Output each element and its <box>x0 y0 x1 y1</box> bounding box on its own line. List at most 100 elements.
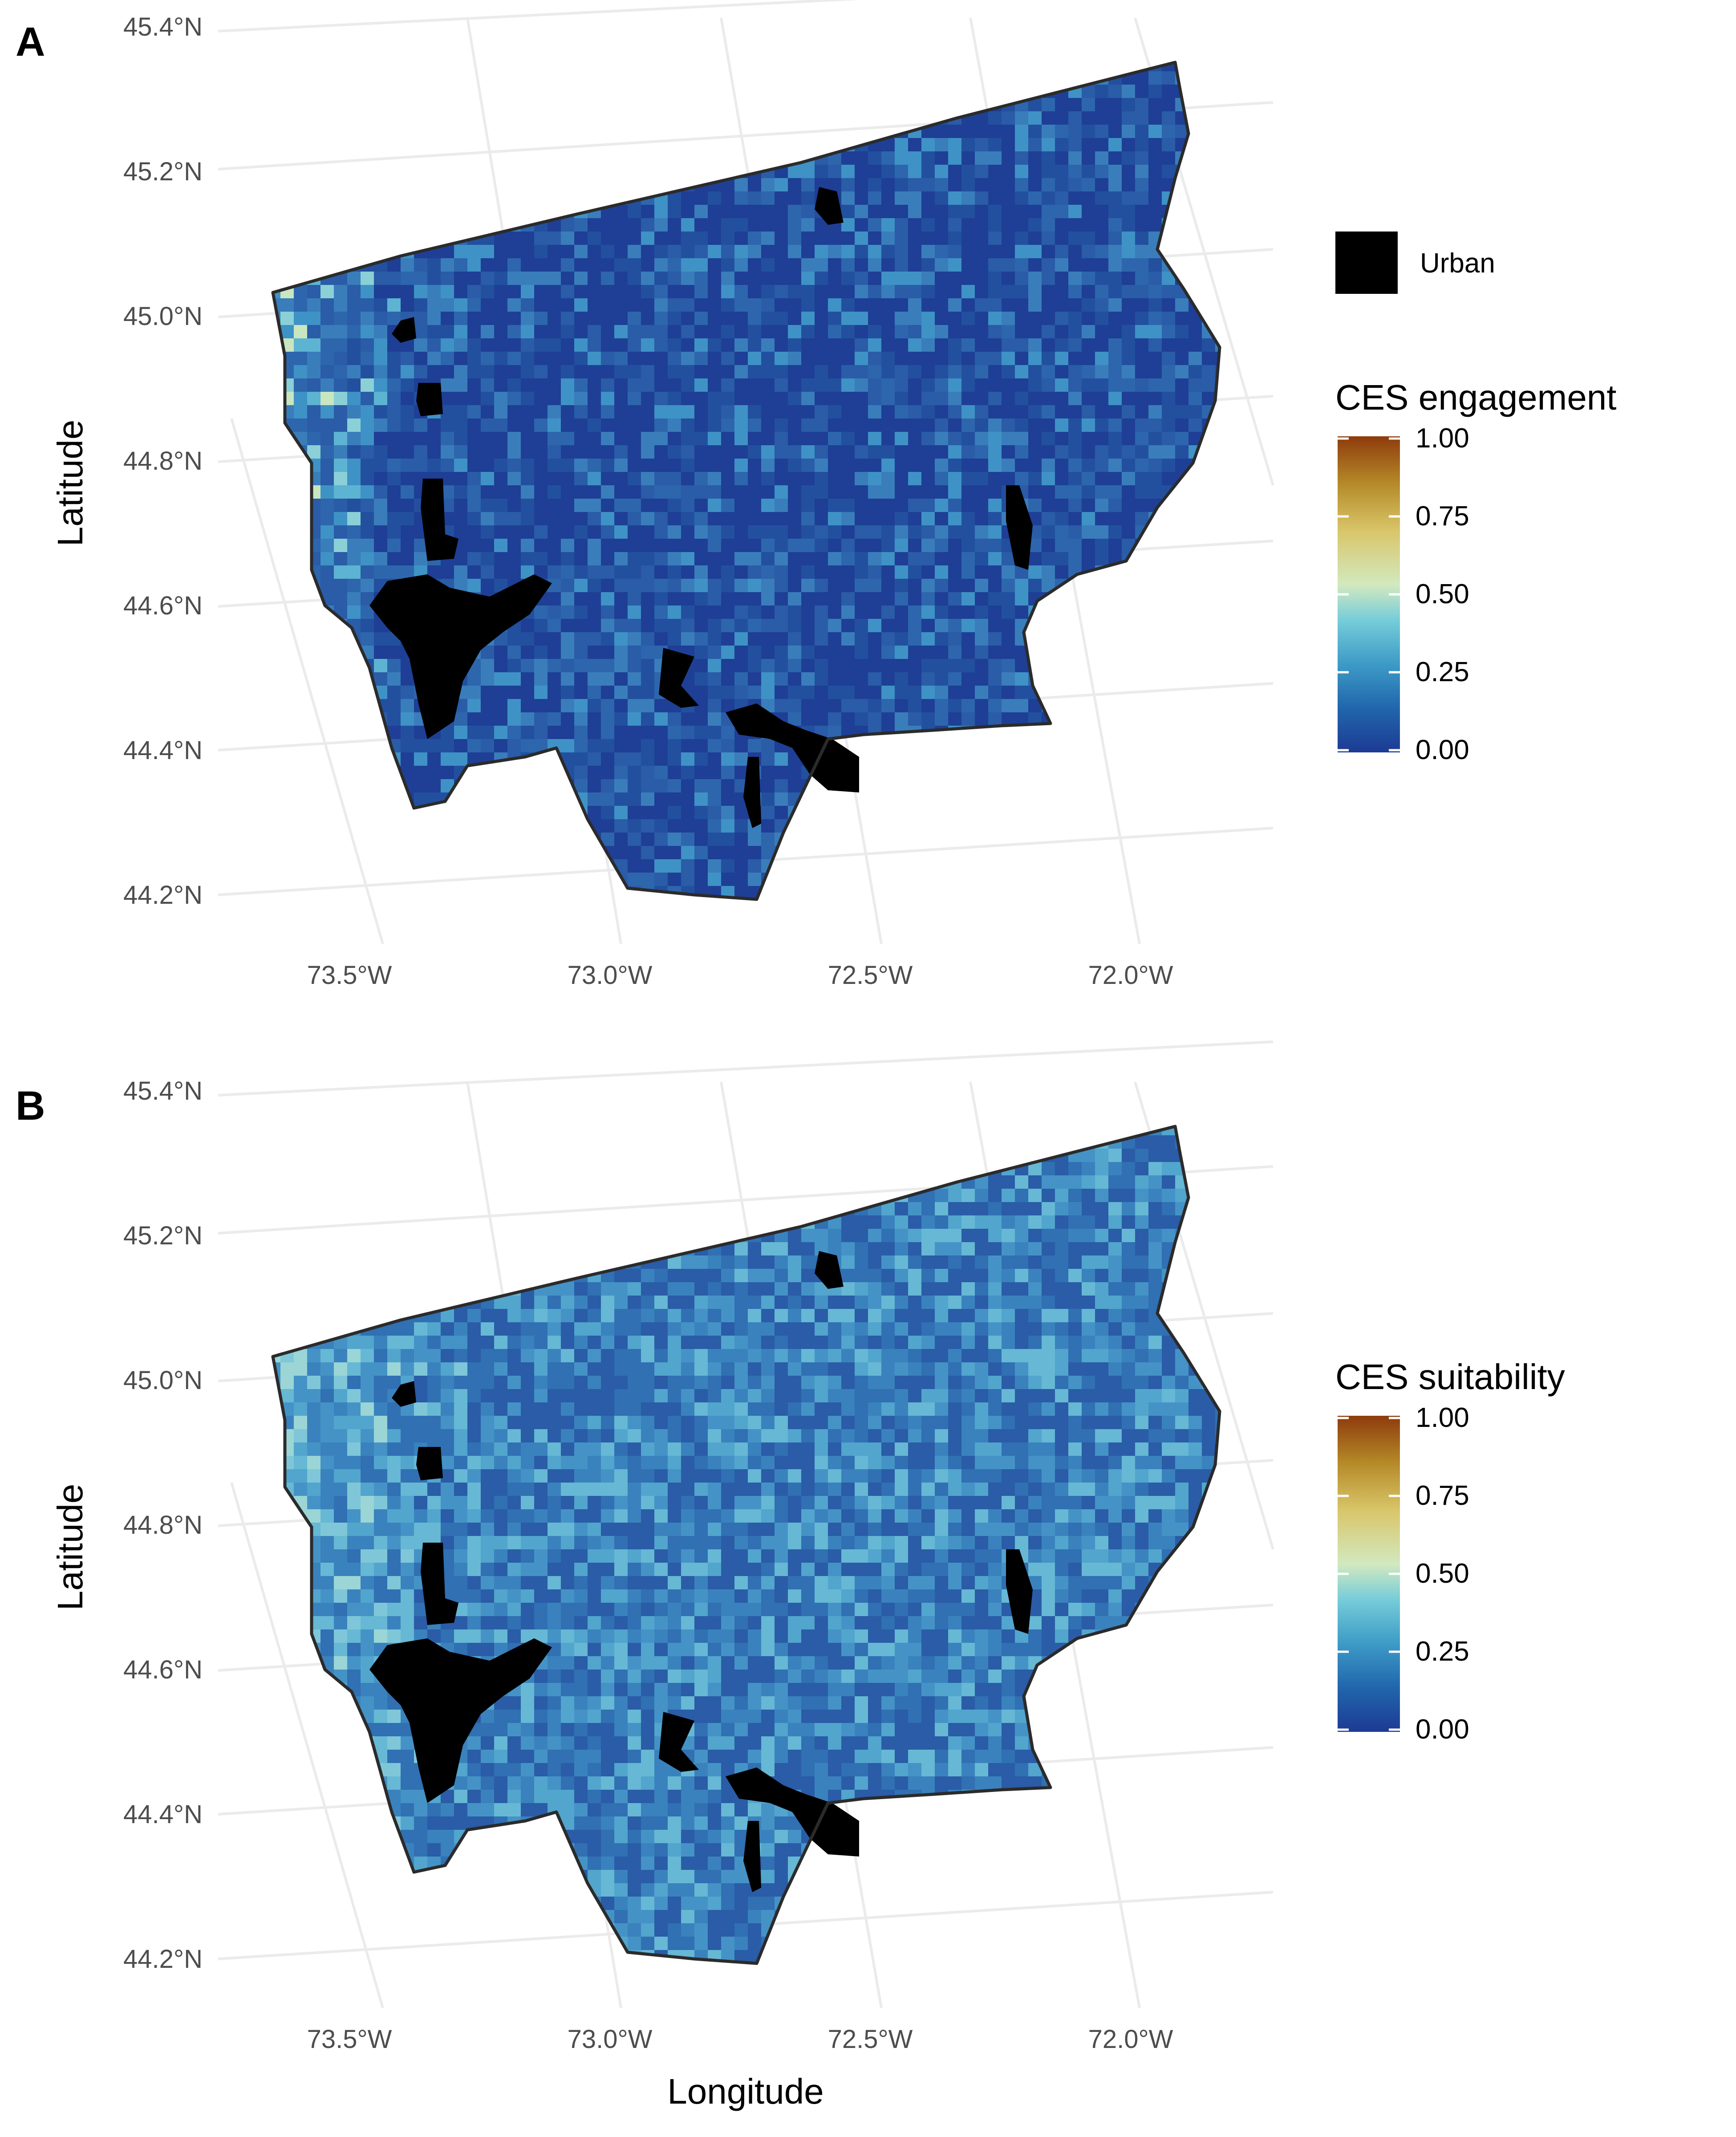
raster-cell <box>961 499 975 512</box>
raster-cell <box>1028 726 1042 739</box>
raster-cell <box>494 833 507 846</box>
raster-cell <box>401 445 414 459</box>
raster-cell <box>588 646 601 659</box>
raster-cell <box>347 151 361 165</box>
raster-cell <box>1162 165 1175 178</box>
raster-cell <box>574 98 588 111</box>
raster-cell <box>654 1126 668 1135</box>
raster-cell <box>347 485 361 499</box>
raster-cell <box>507 525 521 539</box>
raster-cell <box>454 819 467 833</box>
raster-cell <box>334 71 347 85</box>
raster-cell <box>280 766 294 779</box>
raster-cell <box>881 111 895 125</box>
raster-cell <box>1015 205 1028 218</box>
raster-cell <box>1202 632 1215 646</box>
raster-cell <box>801 178 815 191</box>
raster-cell <box>895 539 908 552</box>
raster-cell <box>401 392 414 405</box>
raster-cell <box>521 1175 534 1189</box>
raster-cell <box>273 245 280 258</box>
raster-cell <box>801 712 815 726</box>
raster-cell <box>454 338 467 352</box>
raster-cell <box>694 125 708 138</box>
raster-cell <box>521 432 534 445</box>
raster-cell <box>1015 672 1028 686</box>
raster-cell <box>561 1162 574 1175</box>
raster-cell <box>374 205 387 218</box>
raster-cell <box>841 125 855 138</box>
raster-cell <box>801 646 815 659</box>
raster-cell <box>694 766 708 779</box>
raster-cell <box>1215 752 1220 766</box>
raster-cell <box>921 338 935 352</box>
raster-cell <box>948 1135 961 1149</box>
raster-cell <box>614 739 628 752</box>
raster-cell <box>1215 873 1220 886</box>
raster-cell <box>788 62 801 71</box>
raster-cell <box>881 418 895 432</box>
raster-cell <box>1015 325 1028 338</box>
raster-cell <box>681 592 694 605</box>
raster-cell <box>1148 712 1162 726</box>
raster-cell <box>534 285 548 298</box>
raster-cell <box>574 525 588 539</box>
raster-cell <box>1095 378 1108 392</box>
raster-cell <box>601 62 614 71</box>
raster-cell <box>467 485 481 499</box>
raster-cell <box>1135 659 1148 672</box>
raster-cell <box>1002 392 1015 405</box>
raster-cell <box>935 485 948 499</box>
raster-cell <box>507 1149 521 1162</box>
raster-cell <box>347 325 361 338</box>
raster-cell <box>1135 272 1148 285</box>
raster-cell <box>1095 1175 1108 1189</box>
raster-cell <box>334 833 347 846</box>
raster-cell <box>721 659 734 672</box>
raster-cell <box>494 806 507 819</box>
raster-cell <box>614 672 628 686</box>
raster-cell <box>734 552 748 565</box>
raster-cell <box>307 62 320 71</box>
raster-cell <box>641 205 654 218</box>
raster-cell <box>1068 298 1082 312</box>
raster-cell <box>948 1149 961 1162</box>
raster-cell <box>868 285 881 298</box>
raster-cell <box>601 111 614 125</box>
raster-cell <box>1015 1175 1028 1189</box>
raster-cell <box>294 325 307 338</box>
raster-cell <box>908 632 921 646</box>
raster-cell <box>788 218 801 232</box>
raster-cell <box>273 392 280 405</box>
raster-cell <box>881 833 895 846</box>
raster-cell <box>507 205 521 218</box>
raster-cell <box>387 539 401 552</box>
raster-cell <box>1015 245 1028 258</box>
raster-cell <box>868 672 881 686</box>
raster-cell <box>641 125 654 138</box>
raster-cell <box>574 418 588 432</box>
raster-cell <box>1175 432 1188 445</box>
raster-cell <box>1175 579 1188 592</box>
raster-cell <box>801 258 815 272</box>
raster-cell <box>574 111 588 125</box>
raster-cell <box>1068 232 1082 245</box>
raster-cell <box>868 592 881 605</box>
raster-cell <box>748 285 761 298</box>
raster-cell <box>1148 405 1162 418</box>
raster-cell <box>961 659 975 672</box>
raster-cell <box>1162 111 1175 125</box>
raster-cell <box>294 752 307 766</box>
raster-cell <box>481 859 494 873</box>
raster-cell <box>387 125 401 138</box>
raster-cell <box>761 432 775 445</box>
raster-cell <box>614 565 628 579</box>
raster-cell <box>801 886 815 899</box>
raster-cell <box>948 632 961 646</box>
raster-cell <box>574 512 588 525</box>
raster-cell <box>1188 659 1202 672</box>
raster-cell <box>280 792 294 806</box>
raster-cell <box>347 686 361 699</box>
raster-cell <box>1028 485 1042 499</box>
raster-cell <box>361 191 374 205</box>
